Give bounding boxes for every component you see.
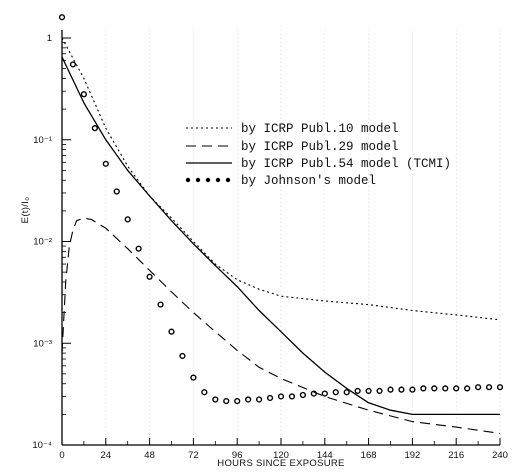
johnson-point bbox=[277, 393, 285, 400]
johnson-point bbox=[453, 385, 460, 392]
series-icrp29-line bbox=[61, 217, 501, 434]
x-tick-label: 0 bbox=[59, 450, 64, 461]
legend-entry-label: by ICRP Publ.54 model (TCMI) bbox=[241, 157, 451, 171]
series-layer bbox=[58, 14, 504, 434]
johnson-point bbox=[190, 374, 197, 381]
johnson-point bbox=[376, 387, 383, 395]
series-icrp54-line bbox=[61, 56, 500, 416]
legend-entry-label: by ICRP Publ.10 model bbox=[241, 122, 399, 136]
johnson-point bbox=[69, 61, 77, 68]
johnson-point bbox=[58, 14, 66, 21]
y-tick-label: 1 bbox=[47, 33, 52, 44]
johnson-point bbox=[80, 91, 88, 98]
johnson-point bbox=[179, 352, 186, 360]
johnson-point bbox=[310, 390, 317, 397]
grid bbox=[105, 30, 501, 445]
x-axis-title: HOURS SINCE EXPOSURE bbox=[217, 458, 344, 469]
legend: by ICRP Publ.10 model by ICRP Publ.29 mod… bbox=[185, 122, 451, 188]
legend-marker-dots bbox=[225, 177, 231, 183]
y-tick-label: 10⁻⁴ bbox=[32, 440, 52, 451]
legend-entry-label: by ICRP Publ.29 model bbox=[241, 140, 399, 154]
johnson-point bbox=[124, 216, 131, 223]
johnson-point bbox=[102, 160, 109, 167]
johnson-point bbox=[365, 387, 372, 395]
x-tick-label: 72 bbox=[188, 450, 199, 461]
johnson-point bbox=[146, 273, 153, 280]
johnson-point bbox=[201, 389, 208, 396]
y-tick-label: 10⁻¹ bbox=[33, 135, 52, 146]
y-tick-label: 10⁻² bbox=[33, 237, 52, 248]
johnson-point bbox=[266, 394, 274, 402]
johnson-point bbox=[398, 386, 405, 393]
x-tick-label: 48 bbox=[144, 450, 155, 461]
x-tick-label: 240 bbox=[492, 450, 508, 461]
legend-marker-dots bbox=[185, 177, 191, 183]
johnson-point bbox=[299, 391, 307, 399]
y-tick-label: 10⁻³ bbox=[33, 338, 52, 349]
johnson-point bbox=[321, 390, 328, 397]
johnson-point bbox=[168, 328, 175, 335]
johnson-point bbox=[135, 245, 142, 252]
johnson-point bbox=[442, 385, 449, 392]
johnson-point bbox=[212, 396, 219, 403]
legend-marker-dots bbox=[215, 177, 221, 183]
x-tick-label: 144 bbox=[317, 450, 333, 461]
y-axis-title: E(t)/I₀ bbox=[20, 197, 31, 224]
legend-marker-dots bbox=[195, 177, 201, 183]
legend-marker-dots bbox=[205, 177, 211, 183]
johnson-point bbox=[475, 384, 482, 391]
x-tick-label: 216 bbox=[448, 450, 464, 461]
x-tick-label: 168 bbox=[361, 450, 377, 461]
johnson-point bbox=[332, 389, 339, 396]
johnson-point bbox=[431, 385, 438, 392]
johnson-point bbox=[234, 398, 241, 405]
legend-entry-label: by Johnson's model bbox=[241, 174, 376, 188]
johnson-point bbox=[288, 393, 296, 400]
x-tick-label: 192 bbox=[404, 450, 420, 461]
johnson-point bbox=[420, 385, 427, 392]
y-ticks: 1 10⁻¹ 10⁻² 10⁻³ 10⁻⁴ bbox=[32, 33, 71, 451]
x-ticks: 0 24 48 72 96 120 144 168 192 216 240 bbox=[59, 438, 508, 461]
johnson-point bbox=[245, 396, 252, 403]
johnson-point bbox=[496, 384, 504, 391]
johnson-point bbox=[256, 396, 263, 403]
johnson-point bbox=[354, 387, 361, 395]
johnson-point bbox=[387, 386, 394, 393]
x-tick-label: 24 bbox=[101, 450, 112, 461]
johnson-point bbox=[91, 125, 98, 132]
johnson-point bbox=[113, 188, 120, 195]
johnson-point bbox=[409, 386, 416, 393]
johnson-point bbox=[223, 398, 230, 405]
johnson-point bbox=[343, 389, 350, 396]
johnson-point bbox=[485, 384, 493, 391]
x-tick-label: 96 bbox=[232, 450, 243, 461]
x-tick-label: 120 bbox=[273, 450, 289, 461]
johnson-point bbox=[157, 301, 164, 308]
johnson-point bbox=[464, 385, 471, 392]
